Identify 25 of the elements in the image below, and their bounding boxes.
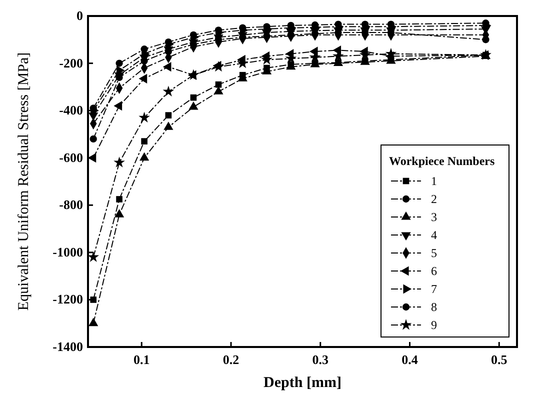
legend-title: Workpiece Numbers — [389, 154, 495, 168]
x-tick-label: 0.3 — [312, 352, 329, 367]
y-tick-label: -400 — [59, 102, 83, 118]
x-axis-title: Depth [mm] — [264, 375, 342, 391]
y-tick-label: -200 — [59, 55, 83, 70]
legend-label: 7 — [431, 282, 437, 296]
y-tick-label: -1200 — [52, 292, 83, 307]
legend-label: 6 — [431, 264, 437, 278]
legend-label: 3 — [431, 210, 437, 224]
y-tick-label: -600 — [59, 150, 83, 165]
y-tick-label: -1000 — [52, 244, 83, 260]
legend-label: 4 — [431, 228, 437, 242]
legend-label: 1 — [431, 174, 437, 188]
y-tick-label: 0 — [76, 8, 83, 23]
y-tick-label: -800 — [59, 197, 83, 212]
legend-label: 2 — [431, 192, 437, 206]
x-tick-label: 0.1 — [134, 352, 150, 367]
legend-label: 9 — [431, 318, 437, 332]
y-tick-label: -1400 — [52, 339, 83, 354]
x-tick-label: 0.4 — [402, 352, 418, 367]
x-tick-label: 0.5 — [491, 352, 508, 367]
legend-label: 8 — [431, 300, 437, 314]
y-axis-title: Equivalent Uniform Residual Stress [MPa] — [16, 52, 32, 311]
legend-label: 5 — [431, 246, 437, 260]
x-tick-label: 0.2 — [222, 352, 240, 367]
